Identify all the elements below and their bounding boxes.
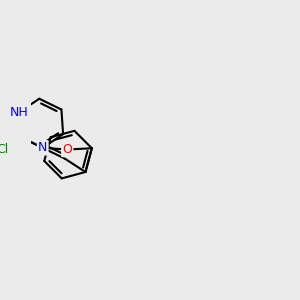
Text: O: O [0,142,8,155]
Text: N: N [38,141,47,154]
Text: NH: NH [10,106,28,119]
Text: Cl: Cl [0,143,8,156]
Text: O: O [62,143,72,156]
